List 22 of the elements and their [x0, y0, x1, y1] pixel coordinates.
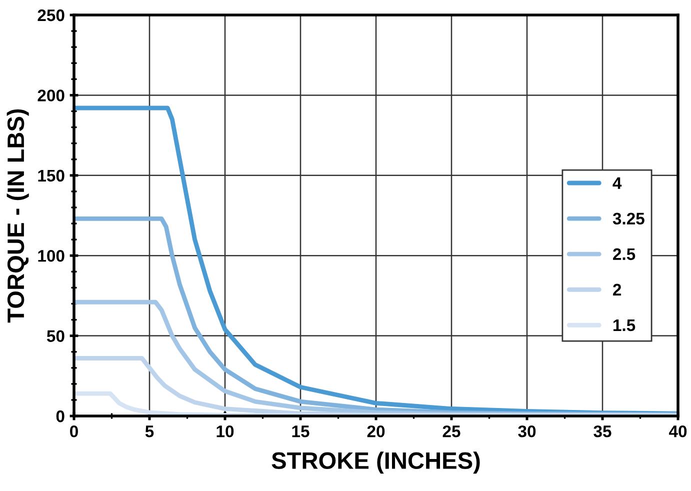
legend-label: 4 — [612, 177, 622, 189]
legend-label: 1.5 — [613, 320, 636, 332]
x-tick-label: 0 — [70, 425, 78, 438]
y-tick-label: 150 — [38, 170, 64, 182]
x-tick-label: 35 — [594, 425, 612, 438]
y-tick-label: 0 — [56, 410, 64, 422]
x-axis-title: STROKE (INCHES) — [272, 452, 480, 474]
x-tick-label: 25 — [442, 425, 460, 438]
legend-label: 3.25 — [612, 212, 644, 225]
x-tick-label: 15 — [292, 426, 310, 438]
y-tick-label: 200 — [38, 90, 64, 102]
legend-label: 2 — [613, 284, 622, 296]
x-tick-label: 30 — [518, 425, 536, 438]
y-tick-label: 100 — [38, 250, 64, 262]
x-tick-label: 10 — [216, 425, 234, 438]
x-tick-label: 20 — [367, 425, 385, 438]
legend-label: 2.5 — [613, 248, 636, 260]
x-tick-label: 40 — [668, 425, 687, 438]
x-tick-label: 5 — [145, 426, 154, 438]
y-axis-title: TORQUE - (IN LBS) — [6, 109, 29, 323]
y-tick-label: 50 — [46, 330, 64, 342]
y-tick-label: 250 — [38, 9, 64, 22]
